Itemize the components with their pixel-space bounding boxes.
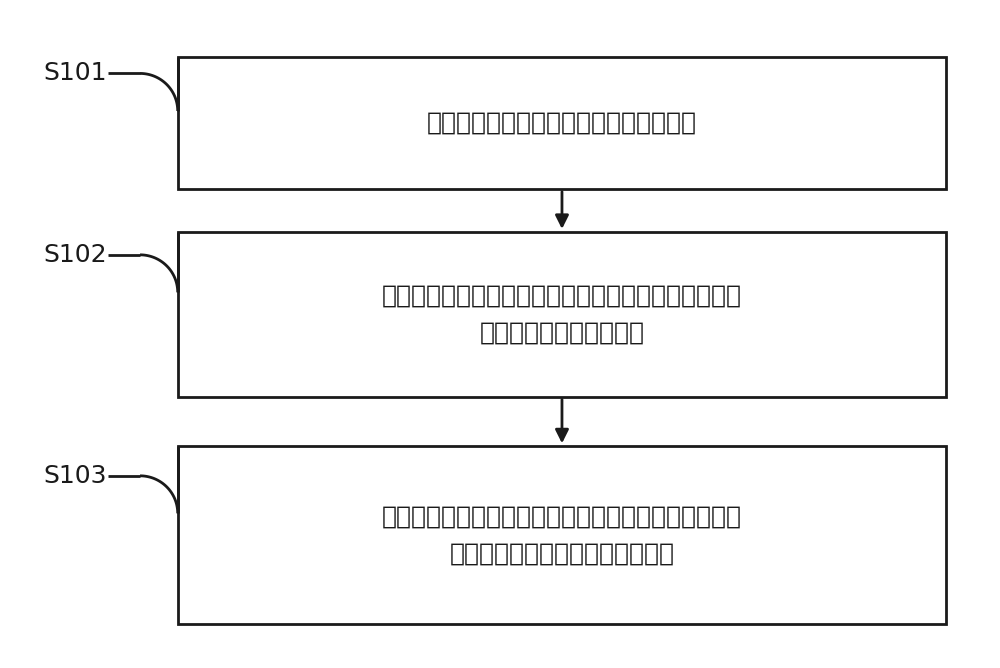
Bar [178, 232, 946, 397]
Text: 获取患者同期盐水造影阻抗稀释曲线，生成患者的基于
盐水造影的预测肺灌注图: 获取患者同期盐水造影阻抗稀释曲线，生成患者的基于 盐水造影的预测肺灌注图 [382, 283, 742, 345]
Text: S103: S103 [44, 464, 107, 488]
Text: 计算所述基于盐水造影的预测肺灌注图像素点和所述搏
动图像素点的比值，生成校正因子: 计算所述基于盐水造影的预测肺灌注图像素点和所述搏 动图像素点的比值，生成校正因子 [382, 504, 742, 566]
Bar [178, 446, 946, 625]
Text: 获取患者带通滤波电阻抗曲线生成搏动图: 获取患者带通滤波电阻抗曲线生成搏动图 [427, 111, 697, 135]
Bar [178, 57, 946, 189]
Text: S101: S101 [44, 61, 107, 86]
Text: S102: S102 [44, 243, 107, 267]
